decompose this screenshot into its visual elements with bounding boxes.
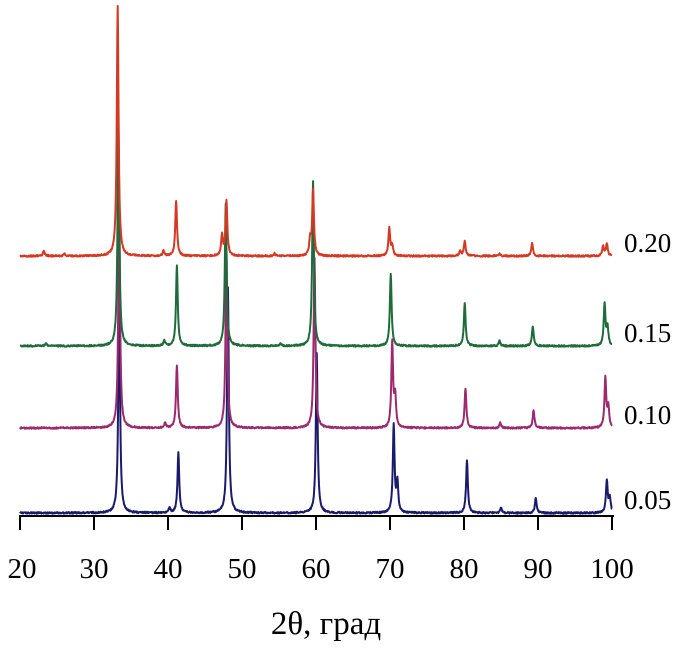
x-axis: 20 30 40 50 60 70 80 90 100 xyxy=(8,515,634,585)
series-line-0.15 xyxy=(19,120,613,348)
x-tick-label-80: 80 xyxy=(450,553,479,585)
series-label-0.10: 0.10 xyxy=(624,400,671,430)
x-axis-title: 2θ, град xyxy=(271,606,381,642)
series-layer xyxy=(19,5,613,515)
x-tick-label-60: 60 xyxy=(302,553,331,585)
series-line-0.20 xyxy=(19,5,613,258)
x-tick-label-50: 50 xyxy=(228,553,257,585)
x-tick-label-20: 20 xyxy=(8,553,37,585)
series-label-0.20: 0.20 xyxy=(624,228,671,258)
series-label-0.05: 0.05 xyxy=(624,485,671,515)
x-tick-label-90: 90 xyxy=(524,553,553,585)
x-tick-label-30: 30 xyxy=(80,553,109,585)
series-labels: 0.05 0.10 0.15 0.20 xyxy=(624,228,671,515)
series-label-0.15: 0.15 xyxy=(624,318,671,348)
x-axis-ticks: 20 30 40 50 60 70 80 90 100 xyxy=(8,516,634,585)
x-tick-label-40: 40 xyxy=(154,553,183,585)
x-tick-label-70: 70 xyxy=(376,553,405,585)
x-tick-label-100: 100 xyxy=(590,553,634,585)
